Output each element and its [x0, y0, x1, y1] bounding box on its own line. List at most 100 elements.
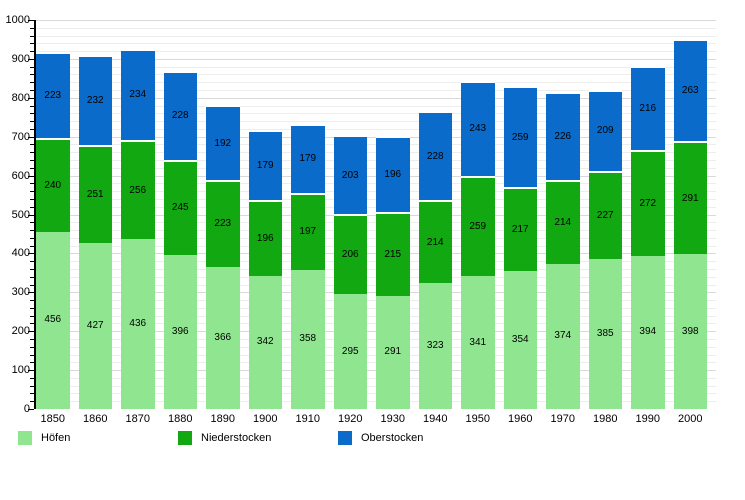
x-tick-label: 1980	[593, 413, 618, 425]
bar-segment-höfen: 436	[121, 239, 155, 409]
y-axis-tick	[28, 175, 34, 177]
bar-segment-value: 245	[171, 202, 189, 214]
bar-segment-niederstocken: 214	[546, 180, 580, 264]
bar-2000: 263 291 398	[673, 20, 717, 409]
x-tick-label: 1960	[508, 413, 533, 425]
legend-label: Niederstocken	[201, 432, 272, 444]
bar-segment-value: 291	[681, 192, 699, 204]
x-tick-label: 1900	[253, 413, 278, 425]
bar-1900: 179 196 342	[248, 20, 292, 409]
bar-segment-value: 226	[554, 131, 572, 143]
y-axis-tick	[30, 206, 34, 208]
bar-segment-value: 232	[86, 95, 104, 107]
x-tick-label: 1950	[465, 413, 490, 425]
y-tick-label: 300	[11, 286, 30, 299]
bar-segment-value: 217	[511, 224, 529, 236]
y-axis-tick	[30, 90, 34, 92]
legend: Höfen Niederstocken Oberstocken	[0, 431, 745, 449]
bar-segment-value: 209	[596, 125, 614, 137]
y-axis-tick	[30, 66, 34, 68]
bar-segment-oberstocken: 243	[461, 81, 495, 176]
bar-segment-höfen: 374	[546, 263, 580, 409]
bar-segment-value: 394	[639, 326, 657, 338]
bar-segment-oberstocken: 216	[631, 65, 665, 150]
bar-segment-niederstocken: 240	[36, 138, 70, 232]
bar-1990: 216 272 394	[631, 20, 674, 409]
y-axis-tick	[30, 284, 34, 286]
y-axis-tick	[28, 20, 34, 21]
y-axis-tick	[30, 261, 34, 263]
bar-1970: 226 214 374	[546, 20, 589, 409]
bar-segment-value: 259	[511, 131, 529, 143]
y-tick-label: 600	[11, 169, 30, 182]
y-axis-tick	[30, 152, 34, 154]
bar-segment-value: 251	[86, 189, 104, 201]
y-axis-tick	[30, 27, 34, 29]
bar-segment-value: 203	[341, 169, 359, 181]
bar-segment-value: 215	[384, 249, 402, 260]
y-axis-tick	[28, 331, 34, 333]
y-axis-tick	[30, 346, 34, 348]
bar-segment-höfen: 396	[163, 254, 197, 409]
bar-segment-value: 223	[44, 89, 62, 101]
bar-segment-oberstocken: 263	[673, 38, 707, 141]
x-tick-label: 2000	[678, 413, 703, 425]
bar-1920: 203 206 295	[333, 20, 377, 409]
y-axis-tick	[30, 35, 34, 37]
y-axis-line	[34, 20, 36, 409]
bar-segment-value: 456	[44, 314, 62, 326]
y-axis-tick	[30, 191, 34, 193]
bar-segment-value: 243	[469, 123, 487, 135]
bar-segment-value: 228	[171, 110, 189, 122]
gridline	[36, 35, 716, 37]
gridline	[36, 128, 716, 130]
y-axis-tick	[30, 237, 34, 239]
bar-segment-oberstocken: 228	[163, 70, 197, 160]
y-tick-label: 400	[11, 247, 30, 260]
bar-segment-oberstocken: 196	[376, 135, 410, 213]
bar-segment-niederstocken: 227	[588, 170, 622, 260]
y-axis-tick	[30, 315, 34, 317]
bar-1890: 192 223 366	[206, 20, 249, 409]
y-axis-tick	[30, 160, 34, 162]
y-axis-tick	[28, 292, 34, 294]
bar-segment-value: 192	[214, 137, 232, 149]
bar-segment-höfen: 341	[461, 276, 495, 409]
legend-swatch	[18, 431, 32, 445]
bar-segment-value: 214	[426, 236, 444, 248]
bar-segment-niederstocken: 214	[418, 200, 452, 284]
bar-segment-oberstocken: 203	[333, 135, 367, 215]
bar-segment-höfen: 394	[631, 255, 665, 409]
bar-segment-niederstocken: 206	[333, 214, 367, 295]
bar-segment-höfen: 385	[588, 259, 622, 409]
y-axis-tick	[30, 307, 34, 309]
bar-1880: 228 245 396	[163, 20, 207, 409]
y-axis-tick	[30, 385, 34, 387]
bar-segment-value: 197	[299, 226, 317, 238]
gridline	[36, 105, 716, 107]
bar-segment-value: 223	[214, 218, 232, 230]
x-tick-label: 1890	[210, 413, 235, 425]
bar-segment-value: 385	[596, 328, 614, 340]
gridline	[36, 113, 716, 115]
bar-segment-value: 342	[256, 336, 274, 348]
bar-segment-value: 374	[554, 330, 572, 342]
y-tick-label: 900	[11, 52, 30, 65]
gridline	[36, 20, 716, 21]
y-axis-tick	[30, 43, 34, 45]
bar-1980: 209 227 385	[588, 20, 632, 409]
bar-segment-höfen: 291	[376, 295, 410, 409]
bar-1910: 179 197 358	[291, 20, 334, 409]
bar-segment-value: 196	[384, 169, 402, 181]
bar-segment-oberstocken: 226	[546, 92, 580, 181]
x-axis-labels: 1850 1860 1870 1880 1890 1900 1910 1920 1930 1940…	[36, 413, 716, 425]
bar-segment-oberstocken: 179	[248, 130, 282, 200]
bar-segment-oberstocken: 228	[418, 111, 452, 201]
bar-segment-value: 206	[341, 249, 359, 261]
bar-segment-value: 272	[639, 197, 657, 209]
y-axis-tick	[30, 82, 34, 84]
y-tick-label: 200	[11, 325, 30, 338]
y-axis-tick	[28, 58, 34, 60]
x-tick-label: 1860	[83, 413, 108, 425]
